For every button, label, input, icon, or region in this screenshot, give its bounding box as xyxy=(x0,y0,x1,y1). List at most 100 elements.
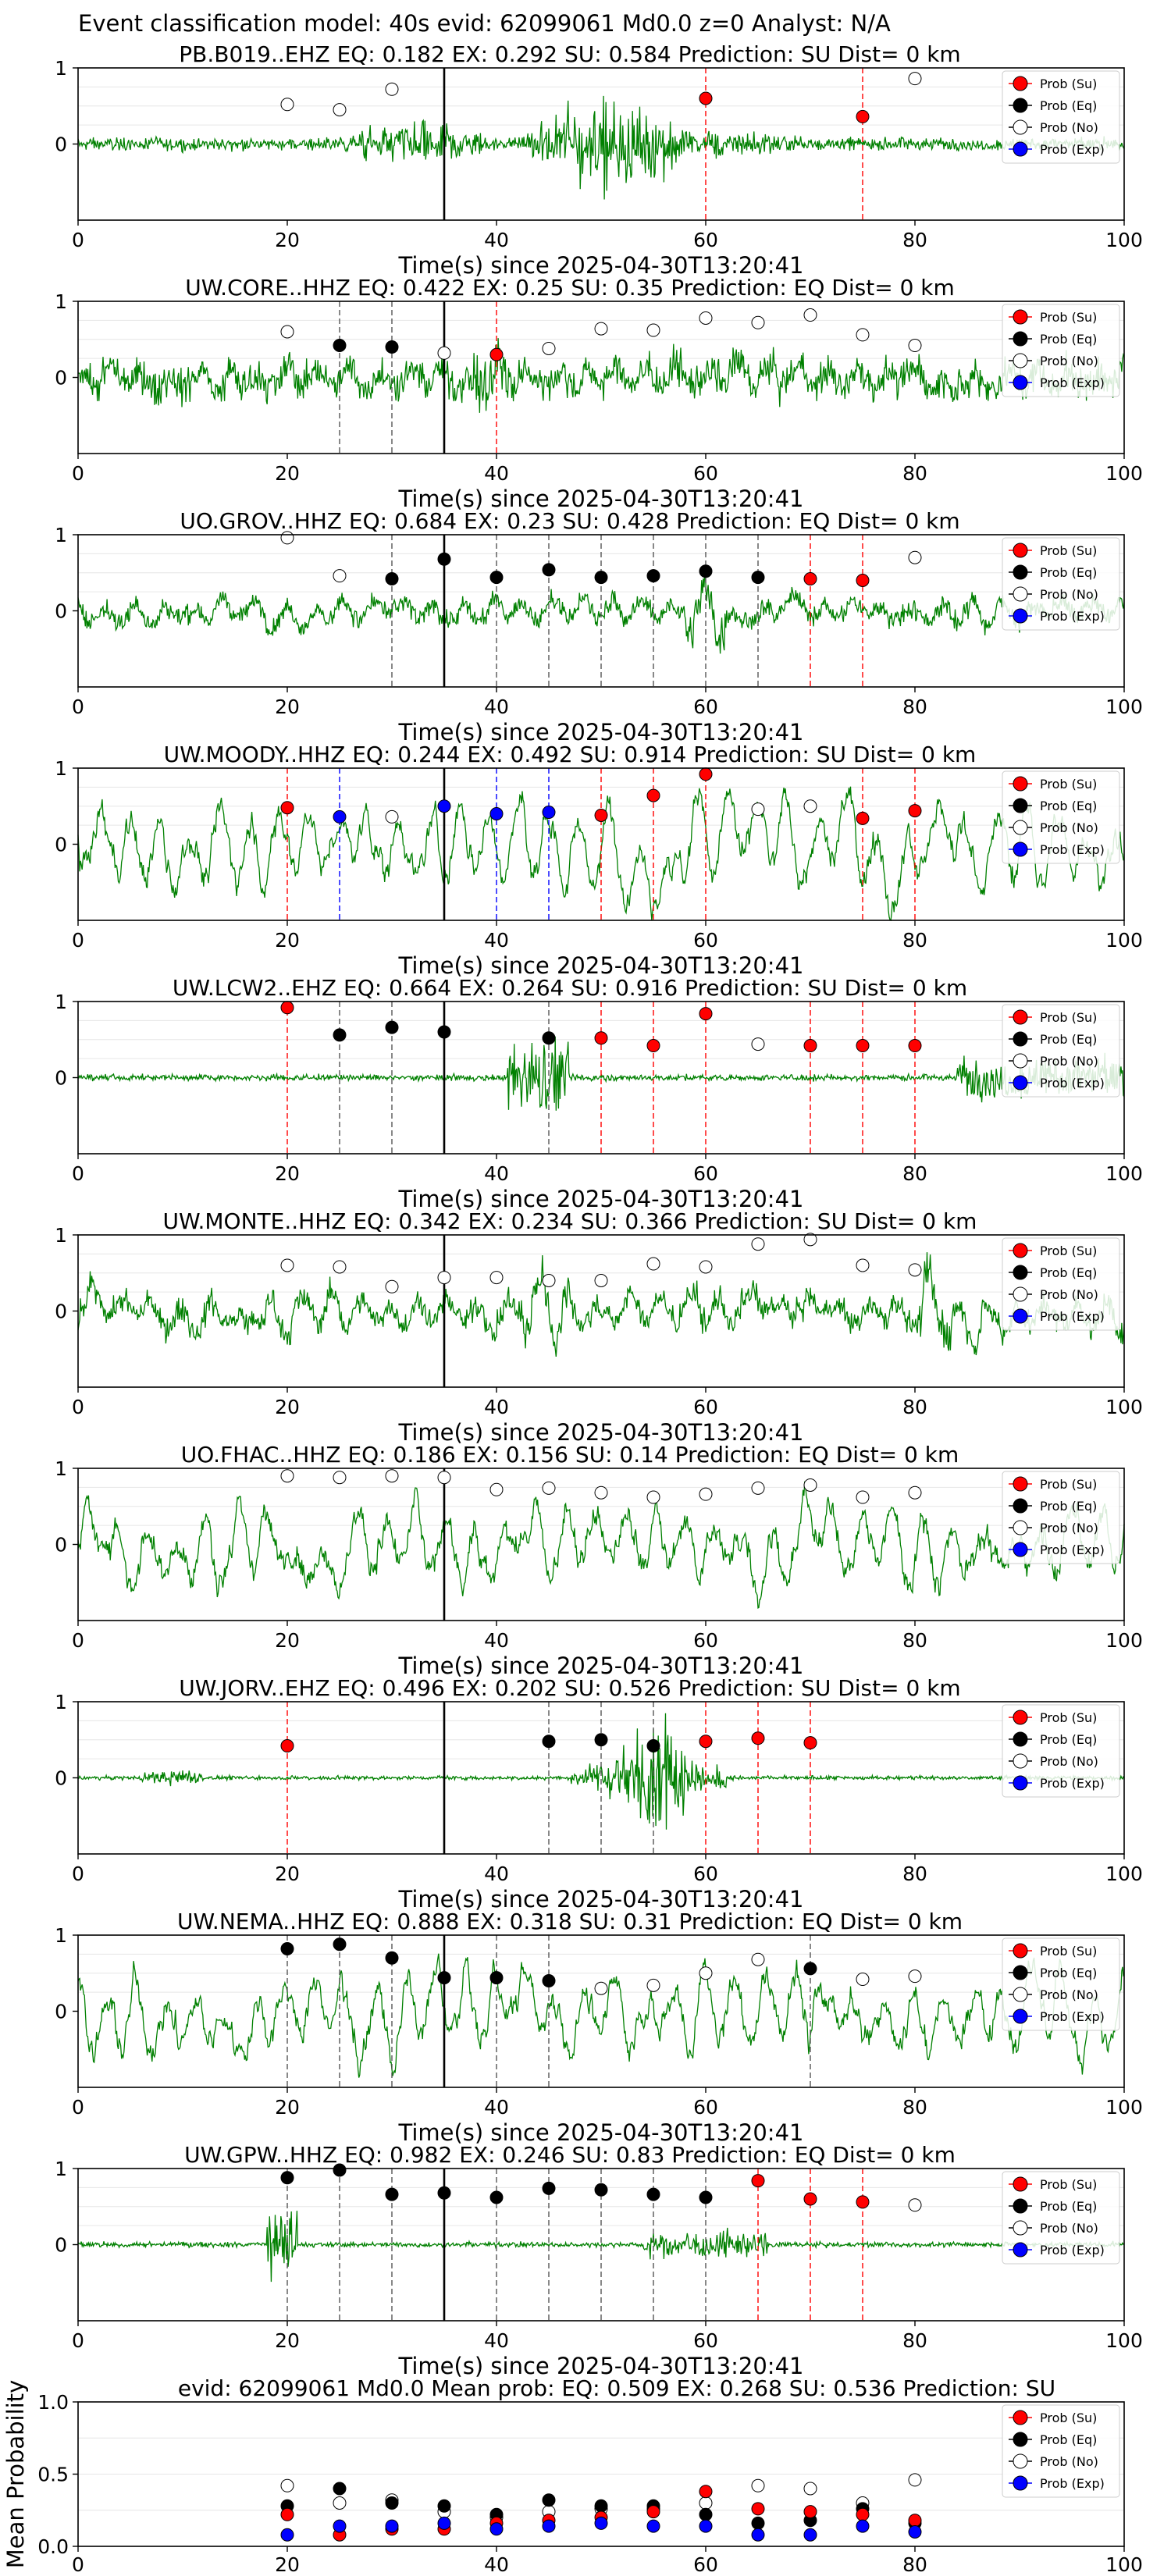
prob-exp-point xyxy=(333,809,347,824)
y-tick-label: 0 xyxy=(55,2234,67,2257)
x-tick-label: 40 xyxy=(484,696,509,718)
y-tick-label: 0 xyxy=(55,1300,67,1323)
prob-eq-point xyxy=(489,1971,504,1985)
legend-label: Prob (Exp) xyxy=(1040,842,1105,857)
mean-no-point xyxy=(280,2478,294,2492)
legend-entry: Prob (Exp) xyxy=(1009,1308,1105,1324)
station-panel: UW.MONTE..HHZ EQ: 0.342 EX: 0.234 SU: 0.… xyxy=(55,1208,1143,1446)
legend-label: Prob (Eq) xyxy=(1040,565,1097,580)
legend-label: Prob (No) xyxy=(1040,1054,1098,1069)
y-tick-label: 1 xyxy=(55,757,67,780)
prob-eq-point xyxy=(385,1020,399,1034)
x-tick-label: 0 xyxy=(72,696,84,718)
x-tick-label: 60 xyxy=(693,1863,718,1885)
legend-label: Prob (No) xyxy=(1040,2221,1098,2236)
legend-box xyxy=(1002,1237,1120,1331)
legend-entry: Prob (Exp) xyxy=(1009,2242,1105,2258)
legend-entry: Prob (No) xyxy=(1009,1753,1098,1769)
legend-marker xyxy=(1013,1009,1028,1025)
prob-su-point xyxy=(489,347,504,361)
plot-frame xyxy=(77,1934,1125,2088)
legend-label: Prob (Exp) xyxy=(1040,1542,1105,1557)
legend-entry: Prob (Eq) xyxy=(1009,564,1097,580)
legend-marker xyxy=(1013,353,1028,368)
legend-entry: Prob (Exp) xyxy=(1009,1075,1105,1091)
prob-no-point xyxy=(751,1481,765,1495)
prob-no-point xyxy=(856,328,870,342)
prob-no-point xyxy=(646,1257,660,1271)
x-tick-label: 100 xyxy=(1105,229,1143,251)
legend-entry: Prob (Eq) xyxy=(1009,2432,1097,2447)
legend-marker xyxy=(1013,1731,1028,1747)
legend-entry: Prob (Exp) xyxy=(1009,2475,1105,2491)
legend-label: Prob (Eq) xyxy=(1040,1732,1097,1747)
legend-marker xyxy=(1013,1542,1028,1557)
x-tick-label: 80 xyxy=(902,2329,927,2352)
legend-entry: Prob (Exp) xyxy=(1009,1542,1105,1557)
prob-no-point xyxy=(751,1952,765,1966)
legend-marker xyxy=(1013,2220,1028,2236)
mean-exp-point xyxy=(333,2519,347,2533)
legend-marker xyxy=(1013,841,1028,857)
x-tick-label: 40 xyxy=(484,929,509,952)
prob-su-point xyxy=(908,804,922,818)
panel-title: UW.NEMA..HHZ EQ: 0.888 EX: 0.318 SU: 0.3… xyxy=(177,1909,963,1934)
station-panel: UW.CORE..HHZ EQ: 0.422 EX: 0.25 SU: 0.35… xyxy=(55,275,1143,512)
legend-entry: Prob (No) xyxy=(1009,1520,1098,1535)
x-tick-label: 0 xyxy=(72,2553,84,2576)
prob-no-point xyxy=(280,325,294,339)
legend-entry: Prob (Su) xyxy=(1009,2410,1097,2425)
mean-eq-point xyxy=(699,2507,713,2521)
legend-label: Prob (Su) xyxy=(1040,1010,1097,1025)
mean-exp-point xyxy=(908,2525,922,2539)
mean-exp-point xyxy=(385,2519,399,2533)
legend-box xyxy=(1002,2404,1120,2498)
legend-label: Prob (No) xyxy=(1040,354,1098,368)
x-tick-label: 40 xyxy=(484,1863,509,1885)
prob-su-point xyxy=(699,1007,713,1021)
prob-eq-point xyxy=(437,552,451,566)
legend-marker xyxy=(1013,1965,1028,1980)
legend-label: Prob (No) xyxy=(1040,2454,1098,2469)
prob-eq-point xyxy=(280,2171,294,2185)
prob-no-point xyxy=(333,1260,347,1274)
legend-label: Prob (No) xyxy=(1040,587,1098,602)
station-panel: UW.JORV..EHZ EQ: 0.496 EX: 0.202 SU: 0.5… xyxy=(55,1675,1143,1912)
station-panel: UW.LCW2..EHZ EQ: 0.664 EX: 0.264 SU: 0.9… xyxy=(55,975,1143,1212)
legend-marker xyxy=(1013,1753,1028,1769)
mean-exp-point xyxy=(280,2528,294,2542)
mean-su-point xyxy=(646,2505,660,2519)
y-tick-label: 0 xyxy=(55,2001,67,2023)
prob-eq-point xyxy=(646,2187,660,2201)
station-panel: UW.MOODY..HHZ EQ: 0.244 EX: 0.492 SU: 0.… xyxy=(55,742,1143,979)
prob-no-point xyxy=(908,72,922,86)
mean-no-point xyxy=(751,2478,765,2492)
legend-entry: Prob (Su) xyxy=(1009,309,1097,325)
mean-eq-point xyxy=(385,2496,399,2510)
prob-su-point xyxy=(751,2174,765,2188)
legend-label: Prob (No) xyxy=(1040,120,1098,135)
legend-label: Prob (Su) xyxy=(1040,1244,1097,1258)
legend-label: Prob (No) xyxy=(1040,1754,1098,1769)
mean-no-point xyxy=(803,2482,817,2496)
mean-exp-point xyxy=(856,2519,870,2533)
prob-no-point xyxy=(803,308,817,322)
x-tick-label: 0 xyxy=(72,1629,84,1652)
legend-label: Prob (Exp) xyxy=(1040,2243,1105,2258)
legend-box xyxy=(1002,1471,1120,1564)
panel-title: UO.FHAC..HHZ EQ: 0.186 EX: 0.156 SU: 0.1… xyxy=(181,1442,959,1468)
prob-no-point xyxy=(699,1487,713,1501)
legend-marker xyxy=(1013,798,1028,813)
mean-eq-point xyxy=(594,2499,608,2513)
panel-title: UW.CORE..HHZ EQ: 0.422 EX: 0.25 SU: 0.35… xyxy=(185,275,955,301)
y-tick-label: 1 xyxy=(55,1691,67,1713)
x-axis-label: Time(s) since 2025-04-30T13:20:41 xyxy=(398,719,804,745)
legend-marker xyxy=(1013,543,1028,558)
mean-eq-point xyxy=(333,2482,347,2496)
legend-label: Prob (Su) xyxy=(1040,1477,1097,1492)
legend-marker xyxy=(1013,1710,1028,1725)
prob-no-point xyxy=(751,802,765,817)
prob-eq-point xyxy=(385,2187,399,2201)
panel-title: UW.GPW..HHZ EQ: 0.982 EX: 0.246 SU: 0.83… xyxy=(184,2142,956,2168)
prob-no-point xyxy=(333,103,347,117)
